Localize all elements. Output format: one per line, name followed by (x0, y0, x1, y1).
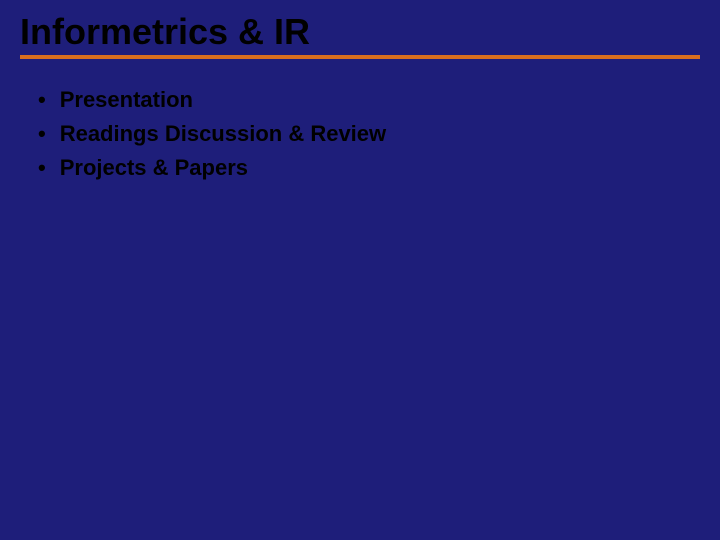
bullet-marker-icon: • (38, 117, 46, 151)
bullet-text: Projects & Papers (60, 151, 700, 185)
slide-container: Informetrics & IR • Presentation • Readi… (0, 0, 720, 540)
list-item: • Projects & Papers (38, 151, 700, 185)
slide-title: Informetrics & IR (20, 10, 700, 53)
bullet-marker-icon: • (38, 151, 46, 185)
bullet-list: • Presentation • Readings Discussion & R… (20, 83, 700, 185)
bullet-text: Readings Discussion & Review (60, 117, 700, 151)
bullet-text: Presentation (60, 83, 700, 117)
title-area: Informetrics & IR (20, 10, 700, 59)
list-item: • Presentation (38, 83, 700, 117)
list-item: • Readings Discussion & Review (38, 117, 700, 151)
bullet-marker-icon: • (38, 83, 46, 117)
